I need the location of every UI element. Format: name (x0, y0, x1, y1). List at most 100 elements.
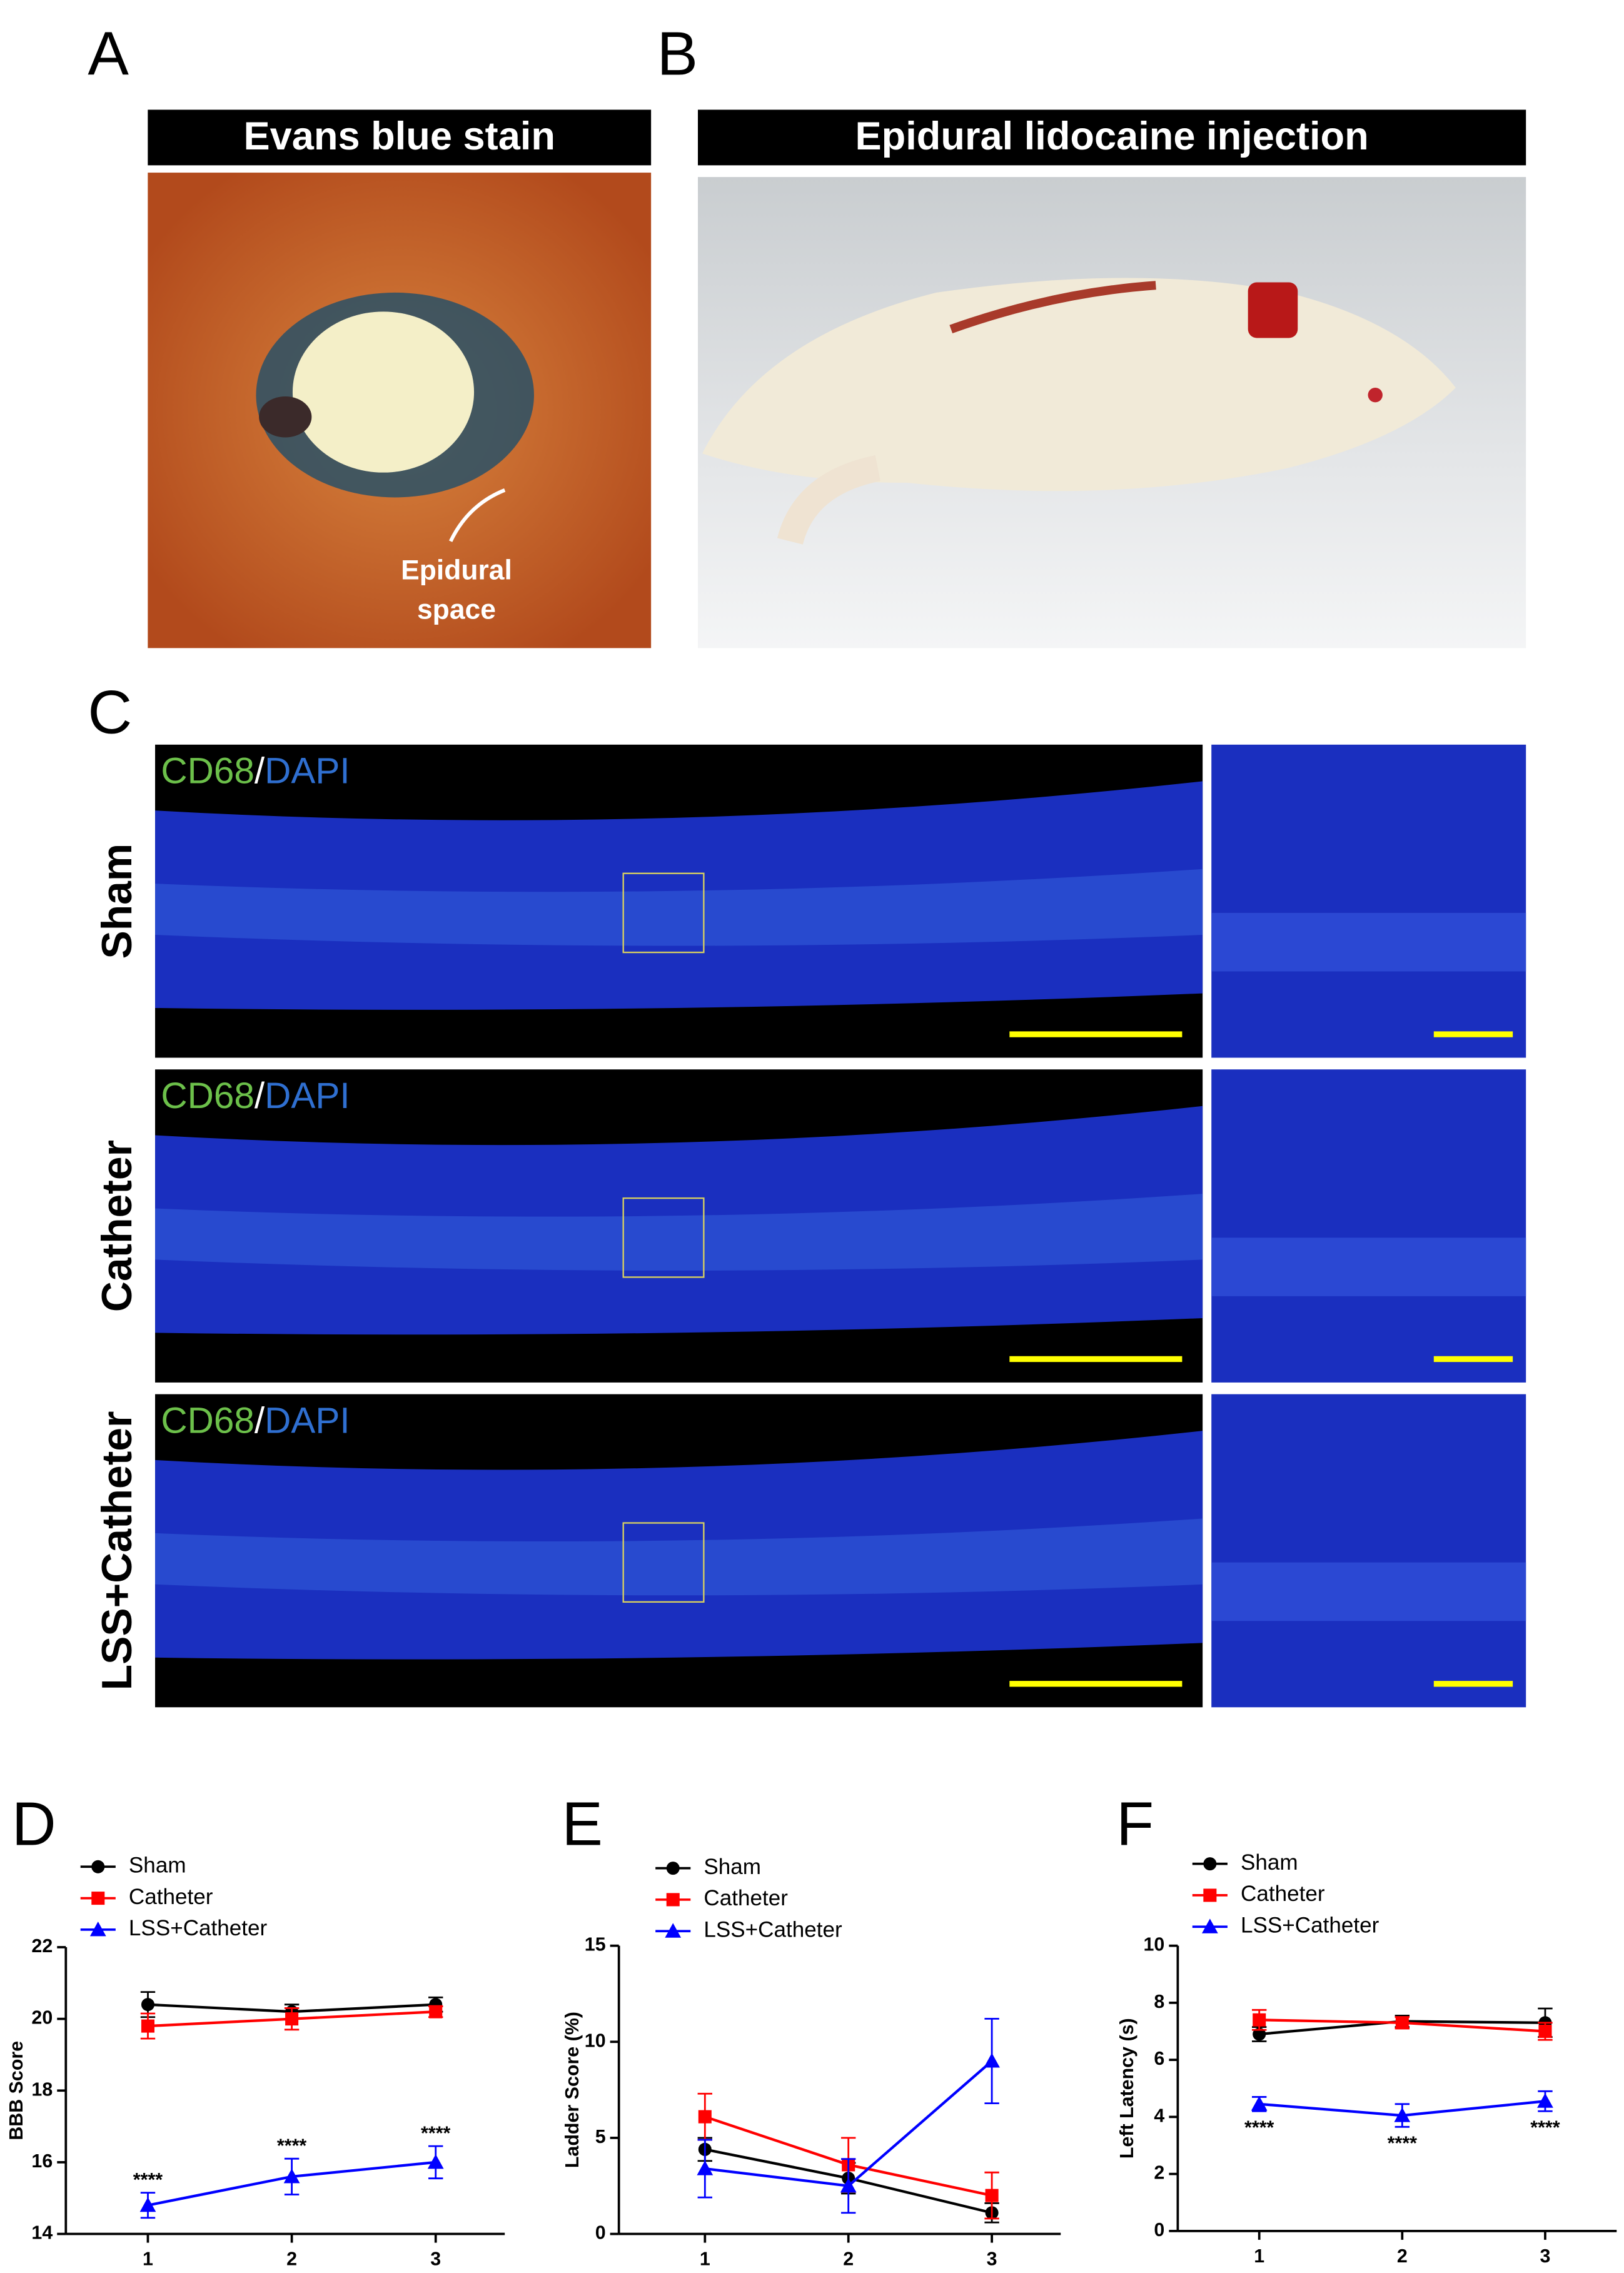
legend-label: Catheter (704, 1886, 788, 1910)
panel-letter: A (88, 19, 129, 88)
annotation: space (417, 595, 496, 625)
photo-evans-blue (148, 173, 652, 648)
header-bar (698, 109, 1526, 166)
legend-label: LSS+Catheter (129, 1916, 268, 1940)
row-label: Sham (94, 844, 141, 959)
tissue-core (155, 869, 1203, 946)
legend-marker (1203, 1888, 1217, 1902)
legend-marker (1201, 1918, 1218, 1933)
inset-box (622, 1197, 705, 1278)
legend-marker (89, 1922, 106, 1937)
legend-label: Catheter (1241, 1882, 1325, 1906)
legend-marker (665, 1923, 682, 1938)
legend-label: Sham (129, 1853, 186, 1878)
point (1394, 2107, 1411, 2122)
chart: E 0 5 10 15 1 2 3 Ladder Score (%) Sham Catheter LS… (562, 1789, 1061, 2270)
x-tick-label: 3 (430, 2249, 441, 2270)
tissue-core (155, 1518, 1203, 1596)
panel-letter: B (657, 19, 699, 88)
stain-part: DAPI (265, 1076, 350, 1116)
point (840, 2177, 857, 2193)
y-tick-label: 8 (1154, 1991, 1164, 2012)
micrograph-zoom (1211, 744, 1526, 1058)
x-tick-label: 1 (1254, 2245, 1264, 2267)
annotation: Epidural (401, 555, 512, 586)
stain-label: CD68/DAPI (161, 751, 350, 792)
x-tick-label: 2 (843, 2249, 854, 2270)
micrograph-zoom (1211, 1394, 1526, 1708)
y-tick-label: 14 (31, 2222, 53, 2244)
stain-part: DAPI (265, 751, 350, 792)
stain-part: DAPI (265, 1401, 350, 1441)
stain-label: CD68/DAPI (161, 1401, 350, 1441)
zoom-band (1211, 1237, 1526, 1296)
point (141, 1998, 155, 2012)
y-tick-label: 20 (31, 2007, 53, 2029)
y-tick-label: 10 (1144, 1934, 1165, 1955)
y-axis-label: BBB Score (6, 2041, 27, 2140)
panel-letter: C (88, 677, 132, 746)
y-tick-label: 18 (31, 2079, 53, 2100)
panel-letter: D (12, 1789, 56, 1858)
significance: **** (1530, 2117, 1560, 2138)
legend-marker (666, 1862, 680, 1875)
micrograph-zoom (1211, 1069, 1526, 1383)
stain-part: CD68 (161, 1076, 254, 1116)
legend-label: LSS+Catheter (1241, 1913, 1379, 1937)
y-axis-label: Left Latency (s) (1116, 2018, 1137, 2159)
y-tick-label: 16 (31, 2150, 53, 2172)
point (1395, 2016, 1409, 2030)
legend-marker (91, 1860, 105, 1873)
y-tick-label: 22 (31, 1935, 53, 1957)
x-tick-label: 1 (700, 2249, 710, 2270)
legend-label: Sham (1241, 1850, 1298, 1875)
y-tick-label: 0 (1154, 2219, 1164, 2240)
legend-marker (1203, 1857, 1217, 1871)
significance: **** (421, 2122, 450, 2144)
header-bar (148, 109, 652, 166)
inset-box (622, 872, 705, 954)
x-tick-label: 3 (987, 2249, 997, 2270)
x-tick-label: 3 (1540, 2245, 1550, 2267)
panel-header: Evans blue stain (244, 114, 555, 158)
x-tick-label: 2 (1397, 2245, 1408, 2267)
point (139, 2197, 156, 2212)
point (1538, 2024, 1552, 2039)
photo-rat (698, 177, 1526, 648)
stain-part: / (255, 1401, 265, 1441)
stain-part: CD68 (161, 751, 254, 792)
point (984, 2053, 1000, 2068)
legend-label: Catheter (129, 1885, 213, 1909)
inset-box (622, 1522, 705, 1603)
legend-label: LSS+Catheter (704, 1918, 842, 1942)
chart: D 14 16 18 20 22 1 2 3 BBB Score Sham Catheter **** *… (6, 1789, 505, 2270)
point (1251, 2095, 1268, 2111)
point (1537, 2093, 1553, 2108)
point (1253, 2013, 1266, 2027)
legend-label: Sham (704, 1855, 761, 1879)
significance: **** (1388, 2132, 1417, 2154)
point (285, 2012, 299, 2026)
stain-part: / (255, 751, 265, 792)
y-tick-label: 5 (595, 2126, 606, 2147)
zoom-band (1211, 912, 1526, 972)
stain-part: CD68 (161, 1401, 254, 1441)
x-tick-label: 1 (143, 2249, 153, 2270)
legend-marker (666, 1893, 680, 1907)
y-tick-label: 0 (595, 2222, 606, 2244)
point (1253, 2027, 1266, 2041)
y-tick-label: 2 (1154, 2162, 1164, 2184)
point (141, 2019, 155, 2033)
panel-header: Epidural lidocaine injection (855, 114, 1369, 158)
y-tick-label: 10 (585, 2030, 606, 2051)
stain-part: / (255, 1076, 265, 1116)
y-axis-label: Ladder Score (%) (562, 2012, 583, 2168)
histology: ShamCD68/DAPICatheterCD68/DAPILSS+Cathet… (94, 744, 1526, 1708)
point (698, 2110, 712, 2124)
point (427, 2154, 444, 2169)
panel-letter: E (562, 1789, 603, 1858)
